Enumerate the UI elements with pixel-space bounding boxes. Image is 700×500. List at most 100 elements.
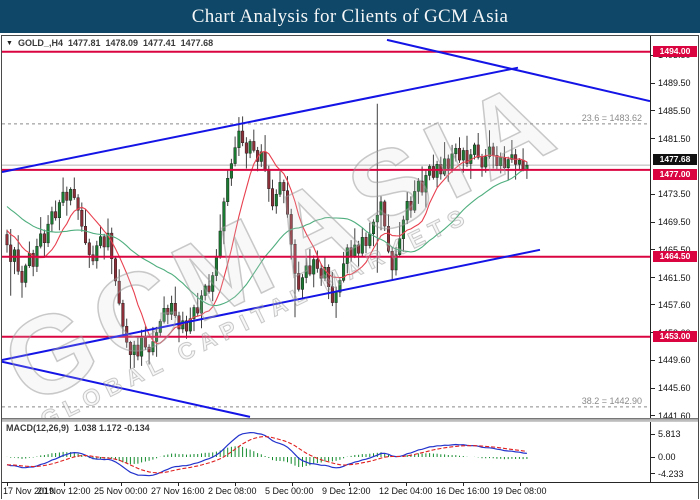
trendline[interactable]: [2, 360, 251, 418]
price-axis-tick: [651, 82, 655, 84]
macd-axis-label: 0.00: [658, 452, 676, 462]
candle-body: [69, 189, 73, 201]
candle-body: [248, 141, 252, 154]
candle-body: [110, 232, 114, 260]
candle-body: [65, 191, 69, 201]
candle-body: [72, 189, 76, 198]
candle-body: [312, 259, 316, 275]
trendline[interactable]: [2, 248, 541, 361]
candle-body: [244, 142, 248, 154]
time-axis-label: 9 Dec 12:00: [322, 486, 371, 496]
candle-body: [416, 180, 420, 192]
price-axis-label: 1481.50: [658, 133, 691, 144]
candle-body: [199, 295, 203, 314]
candle-body: [136, 344, 140, 357]
time-axis-label: 2 Dec 08:00: [208, 486, 257, 496]
candle-body: [106, 232, 110, 248]
macd-axis-tick: [651, 473, 655, 475]
candle-body: [465, 150, 469, 164]
price-axis-label: 1441.60: [658, 410, 691, 418]
candle-body: [117, 280, 121, 304]
fib-level-label: 38.2 = 1442.90: [582, 396, 642, 406]
candle-body: [241, 130, 245, 144]
time-axis-label: 5 Dec 00:00: [265, 486, 314, 496]
time-axis-label: 25 Nov 00:00: [94, 486, 148, 496]
macd-canvas: [6, 431, 528, 477]
candle-body: [237, 130, 241, 148]
price-axis-tick: [651, 249, 655, 251]
ohlc-high: 1478.09: [105, 38, 139, 48]
price-chart-canvas[interactable]: 23.6 = 1483.62 38.2 = 1442.90: [2, 36, 650, 418]
candle-body: [184, 320, 188, 332]
price-level-badge: 1494.00: [653, 46, 697, 58]
candle-body: [502, 157, 506, 169]
price-axis-label: 1449.60: [658, 355, 691, 366]
candle-body: [353, 244, 357, 257]
macd-axis-label: -4.233: [658, 468, 684, 479]
candle-body: [304, 265, 308, 278]
ohlc-close: 1477.68: [180, 38, 214, 48]
candle-body: [166, 308, 170, 315]
candle-body: [83, 225, 87, 244]
candle-body: [170, 303, 174, 315]
candle-body: [113, 258, 117, 282]
time-axis-tick: [520, 483, 521, 486]
candle-body: [521, 159, 525, 170]
candle-body: [488, 146, 492, 157]
price-axis-tick: [651, 277, 655, 279]
macd-panel[interactable]: MACD(12,26,9) 1.038 1.172 -0.134 5.813 0.…: [2, 422, 698, 482]
candle-body: [424, 175, 428, 193]
candle-body: [360, 237, 364, 254]
candle-body: [20, 271, 24, 283]
candle-body: [57, 202, 61, 219]
candle-body: [409, 200, 413, 211]
price-axis[interactable]: 1493.501489.501485.501481.501473.501469.…: [650, 36, 698, 418]
ma-fast-line[interactable]: [6, 150, 528, 345]
candle-body: [128, 342, 132, 355]
ma-slow-line[interactable]: [6, 167, 528, 307]
candle-body: [282, 182, 286, 191]
time-axis-label: 12 Dec 04:00: [379, 486, 433, 496]
candle-body: [76, 197, 80, 211]
price-axis-label: 1485.50: [658, 105, 691, 116]
candle-body: [480, 157, 484, 168]
price-axis-tick: [651, 415, 655, 417]
candle-body: [338, 280, 342, 293]
main-chart-panel[interactable]: GCMASIA GLOBAL CAPITAL MARKETS 23.6 = 14…: [2, 36, 698, 418]
candle-body: [102, 236, 106, 248]
candle-body: [334, 292, 338, 303]
candle-body: [121, 303, 125, 327]
candle-body: [330, 286, 334, 303]
symbol-dropdown-icon[interactable]: ▼: [6, 39, 13, 47]
candle-body: [12, 249, 16, 262]
candle-body: [342, 263, 346, 281]
candle-body: [188, 318, 192, 332]
candle-body: [473, 144, 477, 155]
time-axis-label: 16 Dec 16:00: [436, 486, 490, 496]
candle-body: [413, 191, 417, 211]
trendline[interactable]: [2, 66, 519, 173]
candle-body: [140, 337, 144, 357]
candle-body: [214, 256, 218, 276]
time-axis[interactable]: 17 Nov 2019 20 Nov 12:00 25 Nov 00:00 27 No…: [2, 482, 698, 499]
price-axis-label: 1465.50: [658, 244, 691, 255]
ohlc-low: 1477.41: [143, 38, 176, 48]
candle-body: [510, 154, 514, 160]
candle-body: [46, 223, 50, 244]
candle-body: [443, 158, 447, 175]
candle-body: [132, 344, 136, 355]
candle-body: [151, 341, 155, 353]
candle-body: [177, 315, 181, 330]
candle-body: [461, 150, 465, 161]
candle-body: [431, 166, 435, 178]
candle-body: [323, 266, 327, 279]
chart-window: GCMASIA GLOBAL CAPITAL MARKETS 23.6 = 14…: [1, 35, 699, 499]
candle-body: [301, 277, 305, 290]
price-axis-tick: [651, 193, 655, 195]
macd-axis[interactable]: 5.813 0.00 -4.233: [650, 422, 698, 482]
trendline[interactable]: [386, 38, 650, 103]
candle-body: [203, 285, 207, 296]
panel-separator[interactable]: [2, 418, 698, 422]
candle-body: [16, 249, 20, 272]
candle-body: [147, 346, 151, 353]
